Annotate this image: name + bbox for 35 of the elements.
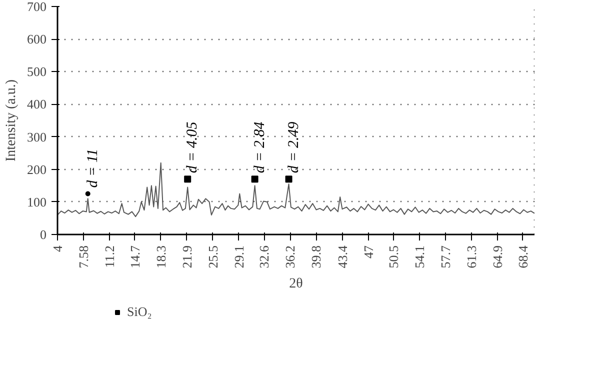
annotation: d = 4.05 [184,121,201,174]
x-tick-label: 36.2 [282,246,298,268]
y-tick-label: 0 [40,227,46,242]
y-axis-title: Intensity (a.u.) [4,79,19,162]
x-tick-label: 32.6 [256,245,272,268]
x-tick-label: 7.58 [76,246,91,268]
annotation: d = 11 [84,148,101,188]
x-tick-label: 57.7 [438,245,454,268]
x-tick-label: 4 [50,245,65,252]
line-series [58,162,534,218]
x-tick-label: 39.8 [308,246,324,268]
x-tick-label: 11.2 [102,245,118,268]
y-tick-label: 100 [27,194,46,210]
x-tick-label: 29.1 [231,246,246,268]
x-tick-label: 21.9 [179,246,194,268]
annotation: d = 2.84 [252,121,268,174]
y-tick-label: 600 [27,32,46,47]
x-tick-label: 47 [360,245,376,258]
y-tick-label: 700 [27,0,46,14]
legend-label: SiO₂ [127,304,152,320]
y-tick-label: 300 [27,129,46,144]
x-tick-label: 18.3 [153,246,168,268]
x-tick-label: 14.7 [127,245,142,268]
x-tick-label: 50.5 [386,246,402,268]
annotation: d = 2.49 [286,121,302,174]
y-tick-label: 400 [27,96,46,112]
x-tick-label: 64.9 [490,246,506,268]
x-tick-label: 25.5 [205,246,220,268]
x-tick-label: 61.3 [464,246,480,268]
x-axis-title: 2θ [289,276,304,292]
x-tick-label: 54.1 [412,246,428,268]
x-tick-label: 43.4 [334,245,350,268]
y-tick-label: 500 [27,64,46,80]
y-tick-label: 200 [27,162,46,177]
x-tick-label: 68.4 [515,245,530,268]
